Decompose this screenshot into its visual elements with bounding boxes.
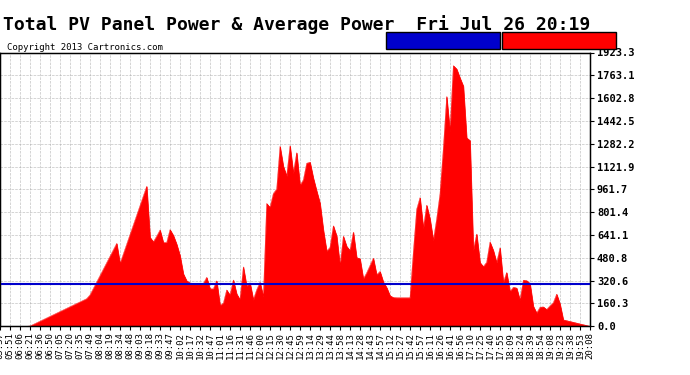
Text: PV Panels  (DC Watts): PV Panels (DC Watts) (503, 36, 616, 45)
Text: Average  (DC Watts): Average (DC Watts) (393, 36, 495, 45)
Text: Total PV Panel Power & Average Power  Fri Jul 26 20:19: Total PV Panel Power & Average Power Fri… (3, 15, 591, 34)
Text: Copyright 2013 Cartronics.com: Copyright 2013 Cartronics.com (7, 43, 163, 52)
